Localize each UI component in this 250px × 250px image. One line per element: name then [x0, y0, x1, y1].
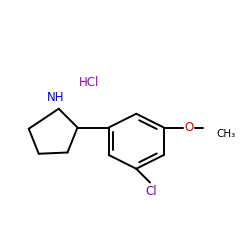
Text: NH: NH: [47, 91, 64, 104]
Text: HCl: HCl: [78, 76, 99, 89]
Text: Cl: Cl: [146, 185, 157, 198]
Text: CH₃: CH₃: [216, 129, 236, 139]
Text: O: O: [184, 121, 194, 134]
